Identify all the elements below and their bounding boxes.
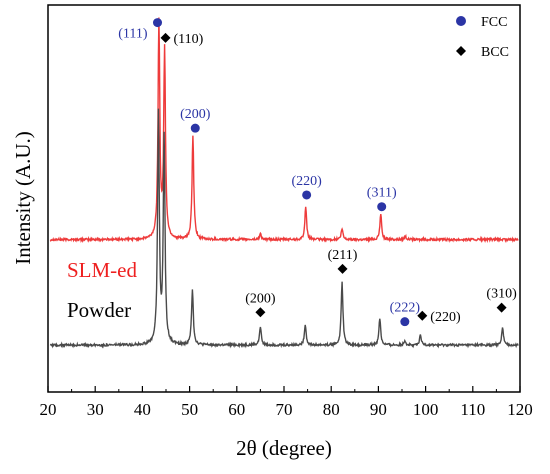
peak-label: (211): [328, 248, 358, 263]
x-tick-label: 80: [323, 400, 340, 419]
x-tick-label: 20: [40, 400, 57, 419]
legend: FCC BCC: [456, 15, 509, 60]
peak-label: (110): [174, 32, 204, 47]
x-tick-label: 120: [507, 400, 533, 419]
x-tick-label: 30: [87, 400, 104, 419]
peak-label: (200): [180, 107, 211, 122]
x-tick-label: 100: [413, 400, 439, 419]
peak-label: (311): [367, 186, 397, 201]
peak-marker-bcc: [496, 302, 507, 313]
peak-marker-fcc: [190, 123, 200, 133]
x-axis-title: 2θ (degree): [236, 436, 332, 460]
legend-bcc-marker: [456, 46, 466, 56]
peak-marker-bcc: [160, 32, 171, 43]
plot-frame: [47, 4, 521, 393]
y-axis-title: Intensity (A.U.): [11, 131, 35, 265]
peak-label: (220): [291, 174, 322, 189]
legend-bcc-label: BCC: [481, 45, 509, 60]
series-label-powder: Powder: [67, 298, 131, 322]
x-tick-label: 50: [181, 400, 198, 419]
peak-label: (200): [245, 291, 276, 306]
peak-marker-bcc: [255, 307, 266, 318]
peak-marker-fcc: [153, 18, 163, 28]
peak-marker-bcc: [337, 263, 348, 274]
peak-marker-bcc: [417, 310, 428, 321]
peak-marker-fcc: [302, 190, 312, 200]
legend-fcc-marker: [456, 16, 466, 26]
peak-label: (310): [486, 287, 517, 302]
series-line-slm-ed: [49, 17, 519, 244]
peak-marker-fcc: [377, 202, 387, 212]
x-tick-label: 60: [228, 400, 245, 419]
peak-label: (111): [118, 27, 148, 42]
x-tick-label: 90: [370, 400, 387, 419]
legend-fcc-label: FCC: [481, 15, 507, 30]
peak-marker-fcc: [400, 317, 410, 327]
peak-label: (222): [390, 301, 421, 316]
peak-label: (220): [430, 310, 461, 325]
series-layer: [49, 17, 519, 349]
x-tick-label: 110: [460, 400, 485, 419]
annotation-layer: (111) (110) (200) (220) (311) (200) (211) (222)…: [118, 18, 517, 327]
series-line-powder: [49, 108, 519, 349]
x-tick-label: 70: [276, 400, 293, 419]
x-tick-label: 40: [134, 400, 151, 419]
x-axis: 20 30 40 50 60 70 80 90 100 110 120: [40, 386, 533, 419]
series-label-slm-ed: SLM-ed: [67, 258, 137, 282]
